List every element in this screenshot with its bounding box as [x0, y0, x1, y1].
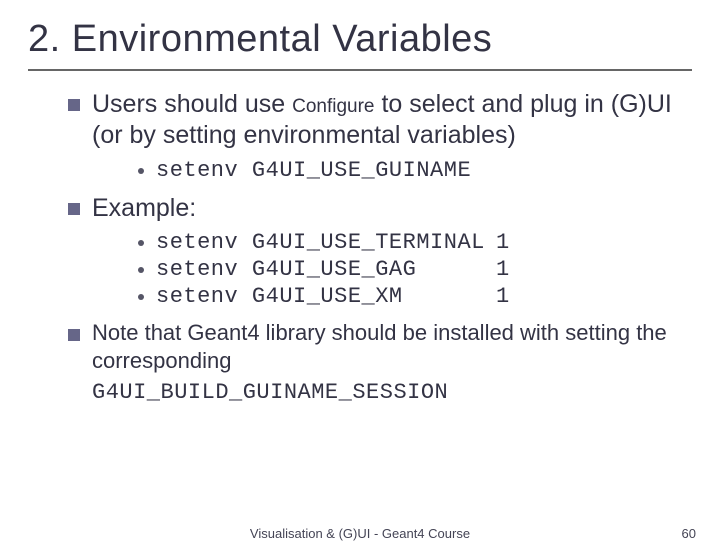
bullet-1: Users should use Configure to select and… — [68, 89, 682, 152]
bullet-1-pre: Users should use — [92, 90, 292, 118]
square-bullet-icon — [68, 203, 80, 215]
bullet-2: Example: — [68, 193, 682, 224]
slide-body: Users should use Configure to select and… — [28, 89, 692, 405]
page-number: 60 — [682, 526, 696, 541]
code-cmd: setenv G4UI_USE_GAG — [156, 257, 496, 282]
dot-bullet-icon — [138, 267, 144, 273]
dot-bullet-icon — [138, 168, 144, 174]
bullet-2-sublist: setenv G4UI_USE_TERMINAL 1 setenv G4UI_U… — [68, 230, 682, 309]
bullet-2-text: Example: — [92, 193, 196, 224]
code-cmd: setenv G4UI_USE_TERMINAL — [156, 230, 496, 255]
code-cmd: setenv G4UI_USE_XM — [156, 284, 496, 309]
slide: 2. Environmental Variables Users should … — [0, 0, 720, 540]
code-line: setenv G4UI_USE_XM 1 — [156, 284, 510, 309]
dot-bullet-icon — [138, 240, 144, 246]
slide-title: 2. Environmental Variables — [28, 18, 692, 71]
code-line: setenv G4UI_USE_TERMINAL 1 — [156, 230, 510, 255]
bullet-3-text: Note that Geant4 library should be insta… — [92, 319, 682, 376]
bullet-3: Note that Geant4 library should be insta… — [68, 319, 682, 376]
sub-item: setenv G4UI_USE_TERMINAL 1 — [138, 230, 682, 255]
bullet-3-code: G4UI_BUILD_GUINAME_SESSION — [68, 380, 682, 405]
code-val: 1 — [496, 257, 510, 282]
sub-item: setenv G4UI_USE_GUINAME — [138, 158, 682, 183]
sub-item: setenv G4UI_USE_XM 1 — [138, 284, 682, 309]
square-bullet-icon — [68, 329, 80, 341]
square-bullet-icon — [68, 99, 80, 111]
code-line: setenv G4UI_USE_GUINAME — [156, 158, 471, 183]
code-val: 1 — [496, 230, 510, 255]
bullet-1-sublist: setenv G4UI_USE_GUINAME — [68, 158, 682, 183]
footer-caption: Visualisation & (G)UI - Geant4 Course — [250, 526, 470, 541]
code-val: 1 — [496, 284, 510, 309]
code-line: setenv G4UI_USE_GAG 1 — [156, 257, 510, 282]
bullet-1-text: Users should use Configure to select and… — [92, 89, 682, 152]
bullet-1-configure: Configure — [292, 96, 374, 117]
dot-bullet-icon — [138, 294, 144, 300]
sub-item: setenv G4UI_USE_GAG 1 — [138, 257, 682, 282]
